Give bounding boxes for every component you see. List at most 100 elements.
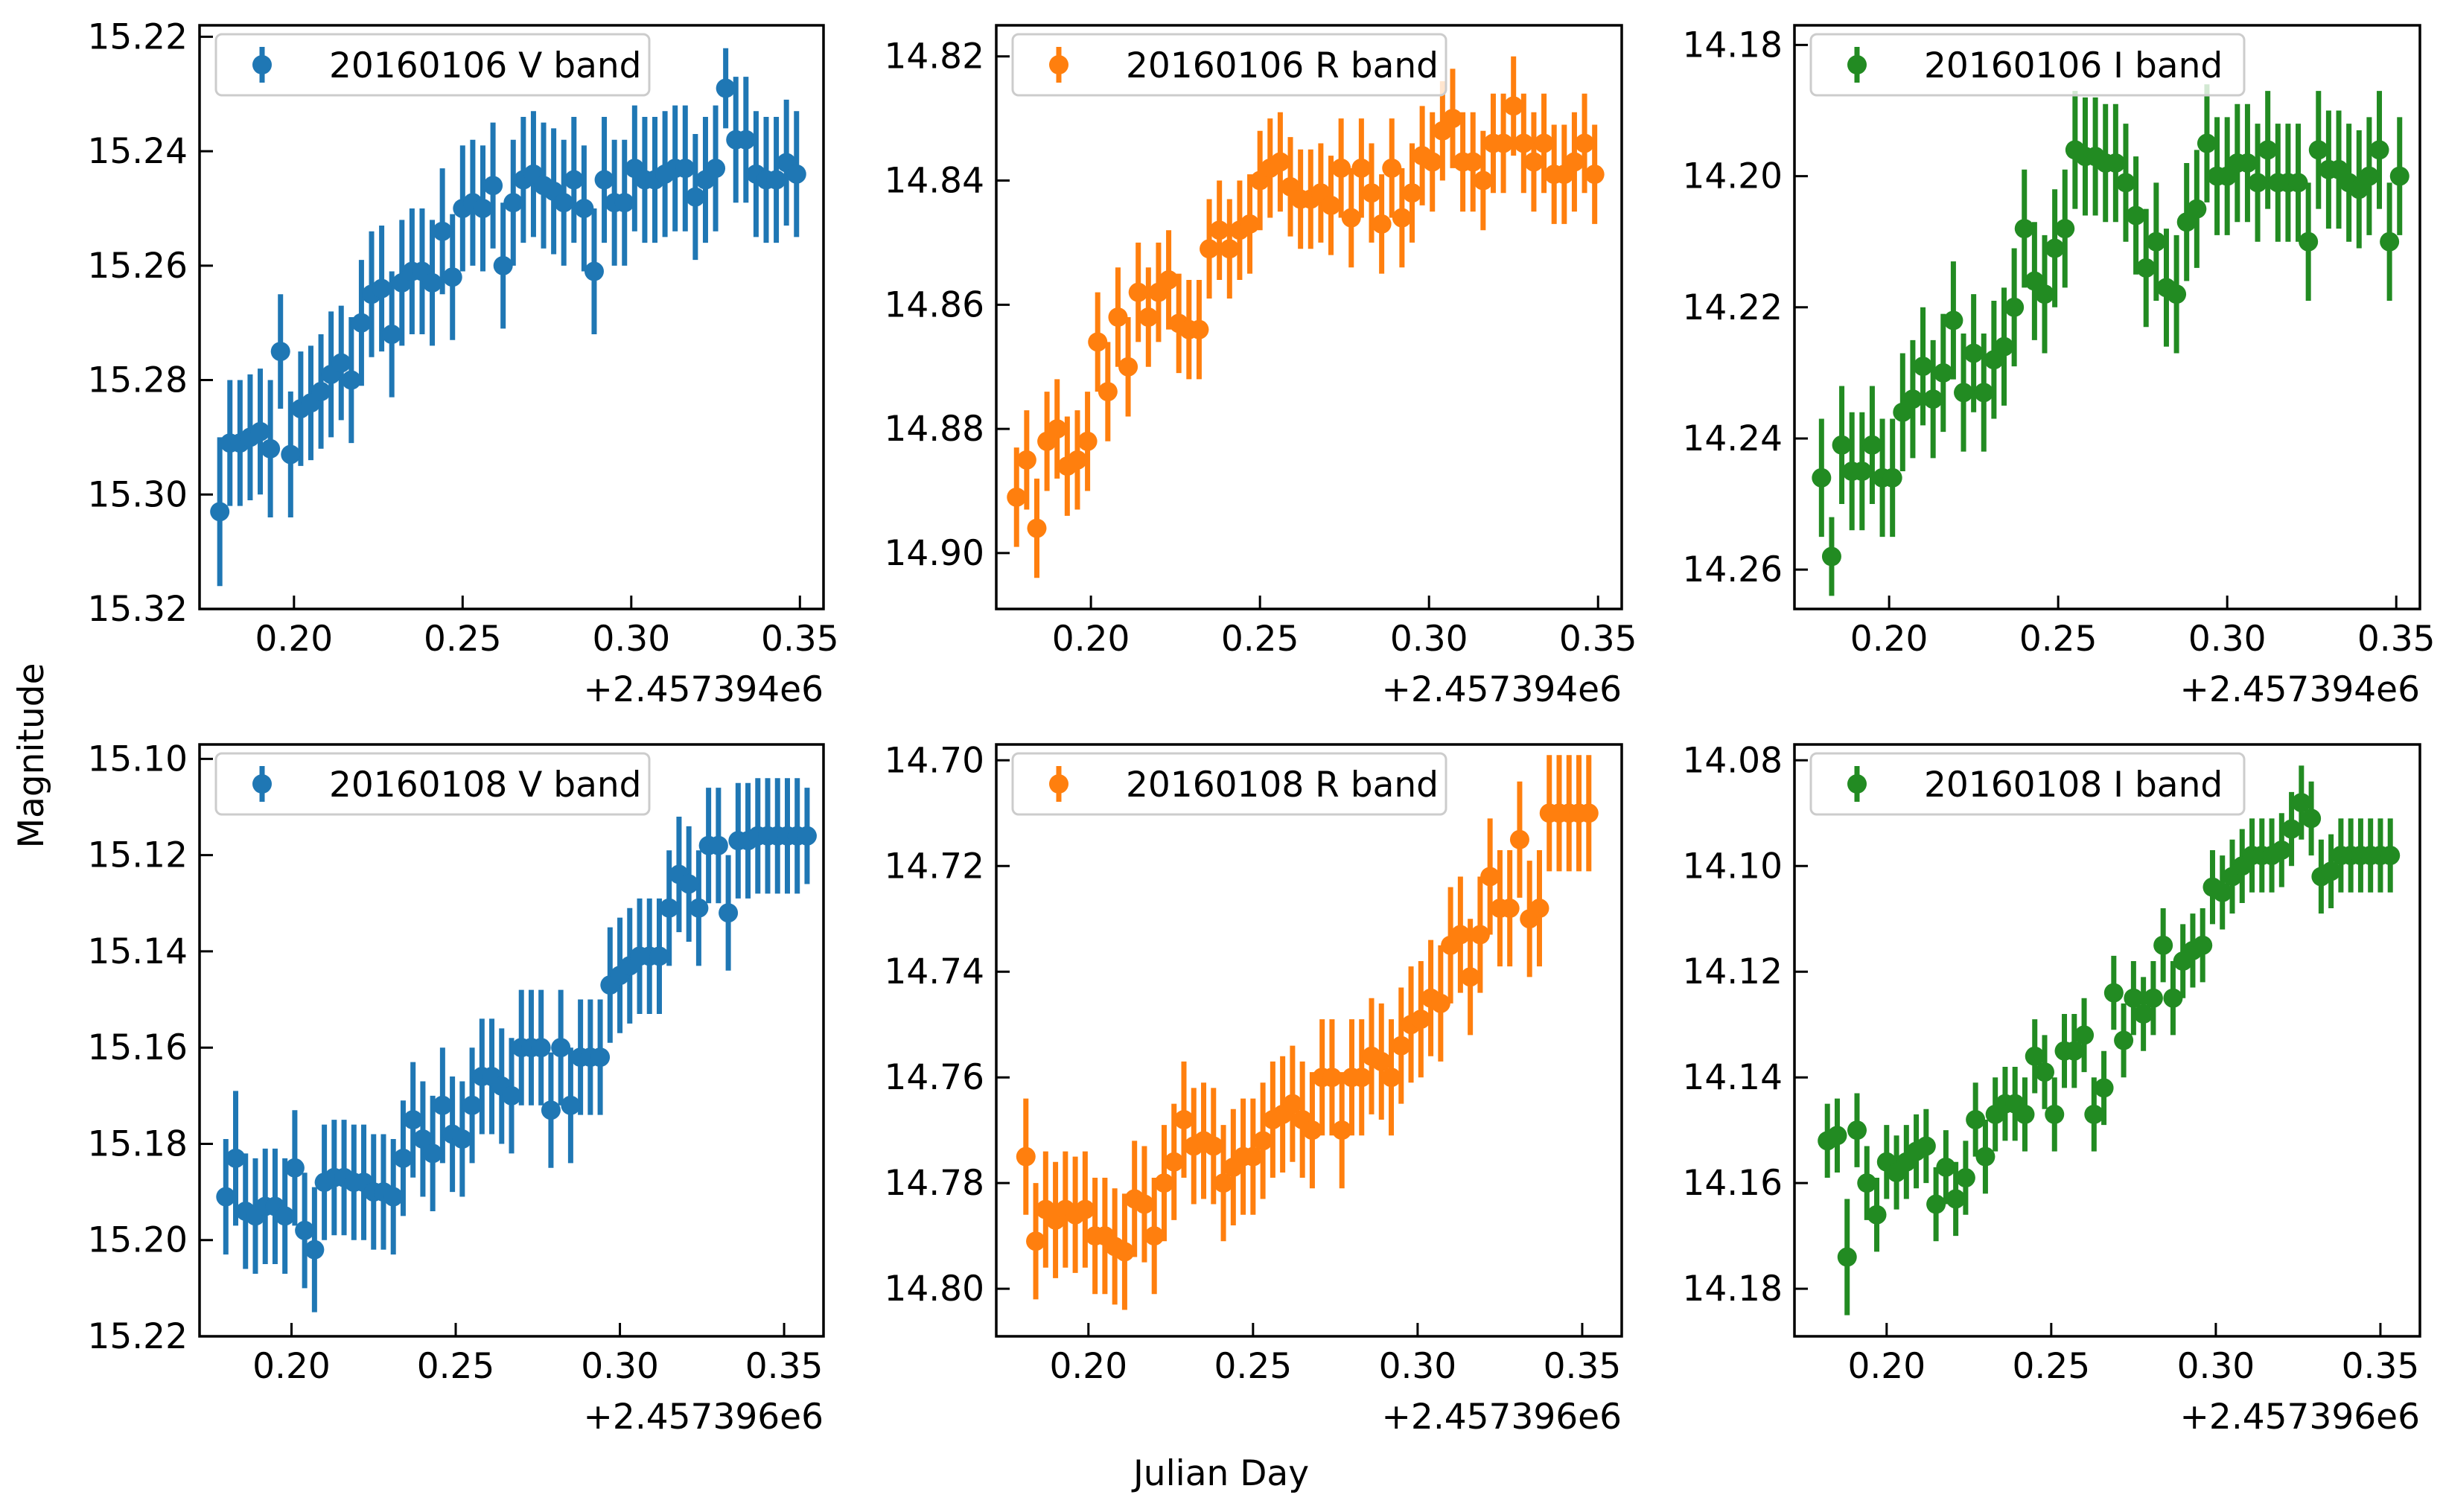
data-point bbox=[554, 193, 574, 213]
y-axis-title: Magnitude bbox=[11, 663, 52, 849]
data-point bbox=[1118, 357, 1138, 377]
x-tick-label: 0.35 bbox=[1559, 619, 1637, 660]
data-point bbox=[1282, 1094, 1302, 1114]
y-tick-label: 14.18 bbox=[1682, 1269, 1783, 1310]
data-point bbox=[1575, 133, 1595, 153]
data-point bbox=[1534, 133, 1554, 153]
data-point bbox=[1509, 829, 1529, 849]
y-tick-label: 14.84 bbox=[884, 161, 984, 202]
data-point bbox=[1450, 925, 1471, 945]
data-point bbox=[2025, 1046, 2045, 1066]
data-point bbox=[561, 1095, 581, 1115]
x-tick-label: 0.35 bbox=[2357, 619, 2436, 660]
data-point bbox=[2237, 153, 2258, 173]
data-point bbox=[564, 170, 584, 190]
data-point bbox=[210, 502, 230, 522]
legend-marker bbox=[1049, 55, 1068, 74]
data-point bbox=[1240, 214, 1260, 234]
x-offset-label: +2.457394e6 bbox=[584, 669, 824, 710]
y-tick-label: 15.28 bbox=[87, 360, 188, 401]
data-point bbox=[422, 272, 442, 293]
y-tick-label: 14.72 bbox=[884, 846, 984, 887]
data-point bbox=[284, 1158, 305, 1178]
data-point bbox=[413, 1129, 433, 1149]
data-point bbox=[1837, 1247, 1857, 1267]
legend-marker bbox=[1049, 774, 1068, 794]
data-point bbox=[2302, 808, 2322, 829]
data-point bbox=[2106, 153, 2126, 173]
y-tick-label: 15.24 bbox=[87, 131, 188, 172]
data-point bbox=[1027, 518, 1047, 538]
data-point bbox=[2272, 840, 2292, 860]
legend-label: 20160108 I band bbox=[1924, 765, 2223, 806]
legend: 20160108 V band bbox=[214, 752, 651, 816]
data-point bbox=[1882, 468, 1902, 488]
data-point bbox=[2291, 793, 2311, 813]
data-point bbox=[2217, 166, 2237, 186]
data-point bbox=[305, 1240, 325, 1260]
y-tick-label: 14.78 bbox=[884, 1163, 984, 1204]
y-tick-label: 15.10 bbox=[87, 739, 188, 779]
data-point bbox=[1954, 383, 1974, 403]
data-point bbox=[649, 946, 669, 966]
data-point bbox=[1362, 183, 1381, 203]
x-tick-label: 0.20 bbox=[1850, 619, 1928, 660]
data-point bbox=[685, 187, 705, 207]
data-point bbox=[1098, 382, 1118, 402]
x-tick-label: 0.30 bbox=[1390, 619, 1468, 660]
data-point bbox=[331, 353, 351, 373]
data-point bbox=[706, 159, 726, 179]
panel-5: 0.20 0.25 0.30 0.35 14.70 14.72 14.74 14.76 14.7… bbox=[884, 740, 1623, 1438]
data-point bbox=[1392, 208, 1412, 228]
data-point bbox=[786, 164, 806, 184]
data-point bbox=[708, 835, 728, 855]
y-tick-label: 14.80 bbox=[884, 1269, 984, 1310]
data-point bbox=[2153, 935, 2173, 955]
series-6 bbox=[1818, 765, 2401, 1315]
x-tick-label: 0.20 bbox=[1847, 1346, 1926, 1387]
data-point bbox=[311, 381, 331, 401]
data-point bbox=[531, 1038, 551, 1058]
x-tick-label: 0.35 bbox=[2342, 1346, 2420, 1387]
data-point bbox=[2136, 258, 2156, 278]
data-point bbox=[1480, 867, 1500, 887]
data-point bbox=[1500, 899, 1520, 919]
y-tick-label: 15.22 bbox=[87, 1316, 188, 1357]
y-tick-label: 14.20 bbox=[1682, 156, 1783, 197]
data-point bbox=[1243, 1146, 1263, 1167]
legend-box bbox=[1011, 752, 1447, 816]
data-point bbox=[383, 1187, 404, 1207]
data-point bbox=[503, 193, 523, 213]
y-tick-label: 14.26 bbox=[1682, 549, 1783, 590]
x-offset-label: +2.457396e6 bbox=[584, 1397, 824, 1438]
y-tick-label: 14.18 bbox=[1682, 25, 1783, 66]
y-tick-label: 14.70 bbox=[884, 740, 984, 781]
legend-marker bbox=[1847, 774, 1867, 794]
data-point bbox=[1974, 383, 1994, 403]
data-point bbox=[2212, 882, 2232, 902]
legend-marker bbox=[1847, 55, 1867, 74]
data-point bbox=[2055, 219, 2075, 239]
data-point bbox=[1200, 239, 1220, 259]
data-point bbox=[2045, 238, 2065, 258]
y-tick-label: 14.86 bbox=[884, 284, 984, 325]
data-point bbox=[1159, 269, 1179, 290]
data-point bbox=[797, 826, 817, 846]
y-tick-label: 15.16 bbox=[87, 1027, 188, 1068]
data-point bbox=[2025, 271, 2045, 291]
data-point bbox=[1862, 435, 1882, 455]
data-point bbox=[403, 1110, 423, 1130]
data-point bbox=[551, 1038, 571, 1058]
x-tick-label: 0.25 bbox=[1221, 619, 1299, 660]
data-point bbox=[1463, 152, 1483, 172]
data-point bbox=[270, 342, 290, 362]
data-point bbox=[1564, 152, 1584, 172]
data-point bbox=[2380, 232, 2400, 252]
data-point bbox=[1214, 1173, 1234, 1193]
data-point bbox=[2014, 219, 2034, 239]
y-tick-label: 14.12 bbox=[1682, 951, 1783, 992]
data-point bbox=[1203, 1136, 1223, 1156]
x-tick-label: 0.25 bbox=[2019, 619, 2098, 660]
data-point bbox=[2167, 284, 2187, 304]
